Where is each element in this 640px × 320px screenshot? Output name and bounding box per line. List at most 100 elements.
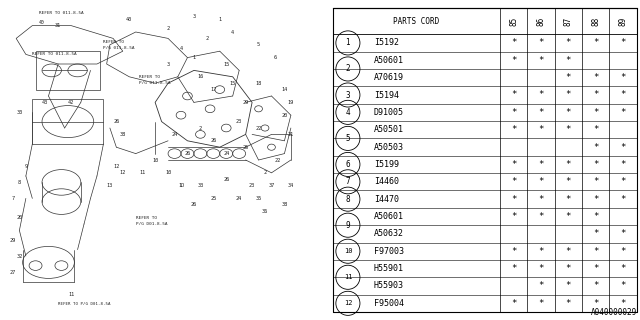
Text: 33: 33 <box>197 183 204 188</box>
Text: H55903: H55903 <box>374 282 404 291</box>
Text: *: * <box>566 108 571 117</box>
Text: 24: 24 <box>236 196 243 201</box>
Text: *: * <box>620 73 626 82</box>
Text: 4: 4 <box>346 108 350 117</box>
Text: 26: 26 <box>210 138 216 143</box>
Text: 3: 3 <box>346 91 350 100</box>
Text: 10: 10 <box>152 157 158 163</box>
Text: 2: 2 <box>205 36 209 41</box>
Text: *: * <box>593 177 598 186</box>
Text: *: * <box>538 264 544 273</box>
Text: 86: 86 <box>536 17 545 26</box>
Text: 23: 23 <box>236 119 243 124</box>
Text: 4: 4 <box>179 45 182 51</box>
Text: *: * <box>538 38 544 47</box>
Text: *: * <box>620 160 626 169</box>
Text: 13: 13 <box>107 183 113 188</box>
Text: 10: 10 <box>165 170 171 175</box>
Text: *: * <box>593 91 598 100</box>
Text: 18: 18 <box>255 81 262 86</box>
Text: *: * <box>538 195 544 204</box>
Text: 24: 24 <box>223 151 229 156</box>
Text: 11: 11 <box>344 274 352 280</box>
Text: 11: 11 <box>68 292 74 297</box>
Text: I4470: I4470 <box>374 195 399 204</box>
Text: *: * <box>538 212 544 221</box>
Text: REFER TO: REFER TO <box>139 75 160 79</box>
Text: 40: 40 <box>126 17 132 22</box>
Text: 24: 24 <box>172 132 178 137</box>
Text: *: * <box>593 108 598 117</box>
Text: 12: 12 <box>113 164 120 169</box>
Text: 9: 9 <box>24 164 28 169</box>
Text: *: * <box>593 247 598 256</box>
Text: 23: 23 <box>249 183 255 188</box>
Text: 25: 25 <box>210 196 216 201</box>
Text: *: * <box>593 73 598 82</box>
Text: *: * <box>593 299 598 308</box>
Text: *: * <box>538 160 544 169</box>
Text: 2: 2 <box>166 26 170 31</box>
Text: 34: 34 <box>288 183 294 188</box>
Text: 85: 85 <box>509 17 518 26</box>
Text: 2: 2 <box>264 170 267 175</box>
Text: A040000029: A040000029 <box>591 308 637 317</box>
Text: 31: 31 <box>55 23 61 28</box>
Text: *: * <box>593 38 598 47</box>
Text: *: * <box>620 282 626 291</box>
Text: 4: 4 <box>231 29 234 35</box>
Text: *: * <box>511 108 516 117</box>
Text: 16: 16 <box>197 74 204 79</box>
Text: 21: 21 <box>288 132 294 137</box>
Text: *: * <box>566 282 571 291</box>
Text: 43: 43 <box>42 100 49 105</box>
Text: 22: 22 <box>255 125 262 131</box>
Text: 9: 9 <box>346 221 350 230</box>
Text: REFER TO: REFER TO <box>136 216 157 220</box>
Text: *: * <box>538 125 544 134</box>
Text: 5: 5 <box>346 134 350 143</box>
Text: 20: 20 <box>282 113 287 118</box>
Text: 19: 19 <box>288 100 294 105</box>
Text: *: * <box>566 247 571 256</box>
Text: *: * <box>593 125 598 134</box>
Text: D91005: D91005 <box>374 108 404 117</box>
Text: *: * <box>620 299 626 308</box>
Text: H55901: H55901 <box>374 264 404 273</box>
Text: PARTS CORD: PARTS CORD <box>393 17 440 26</box>
Text: *: * <box>593 143 598 152</box>
Text: 88: 88 <box>591 17 600 26</box>
Text: *: * <box>566 125 571 134</box>
Text: 8: 8 <box>346 195 350 204</box>
Text: 26: 26 <box>191 202 197 207</box>
Text: *: * <box>593 229 598 238</box>
Text: *: * <box>538 247 544 256</box>
Text: 17: 17 <box>210 87 216 92</box>
Text: *: * <box>538 91 544 100</box>
Text: *: * <box>566 160 571 169</box>
Text: A50601: A50601 <box>374 212 404 221</box>
Text: REFER TO: REFER TO <box>104 40 124 44</box>
Text: *: * <box>566 38 571 47</box>
Text: P/G 011-8.5A: P/G 011-8.5A <box>104 46 135 50</box>
Text: 12: 12 <box>120 170 126 175</box>
Text: I5194: I5194 <box>374 91 399 100</box>
Text: *: * <box>511 177 516 186</box>
Text: A70619: A70619 <box>374 73 404 82</box>
Text: 25: 25 <box>243 145 249 150</box>
Text: 6: 6 <box>273 55 276 60</box>
Text: 26: 26 <box>223 177 229 182</box>
Text: *: * <box>538 56 544 65</box>
Text: 1: 1 <box>346 38 350 47</box>
Text: *: * <box>566 195 571 204</box>
Text: 2: 2 <box>346 64 350 74</box>
Text: A50632: A50632 <box>374 229 404 238</box>
Text: 32: 32 <box>16 253 22 259</box>
Text: *: * <box>620 195 626 204</box>
Text: *: * <box>566 264 571 273</box>
Text: REFER TO 011-8.5A: REFER TO 011-8.5A <box>39 11 83 15</box>
Text: 87: 87 <box>564 17 573 26</box>
Text: F97003: F97003 <box>374 247 404 256</box>
Text: *: * <box>566 73 571 82</box>
Text: I5192: I5192 <box>374 38 399 47</box>
